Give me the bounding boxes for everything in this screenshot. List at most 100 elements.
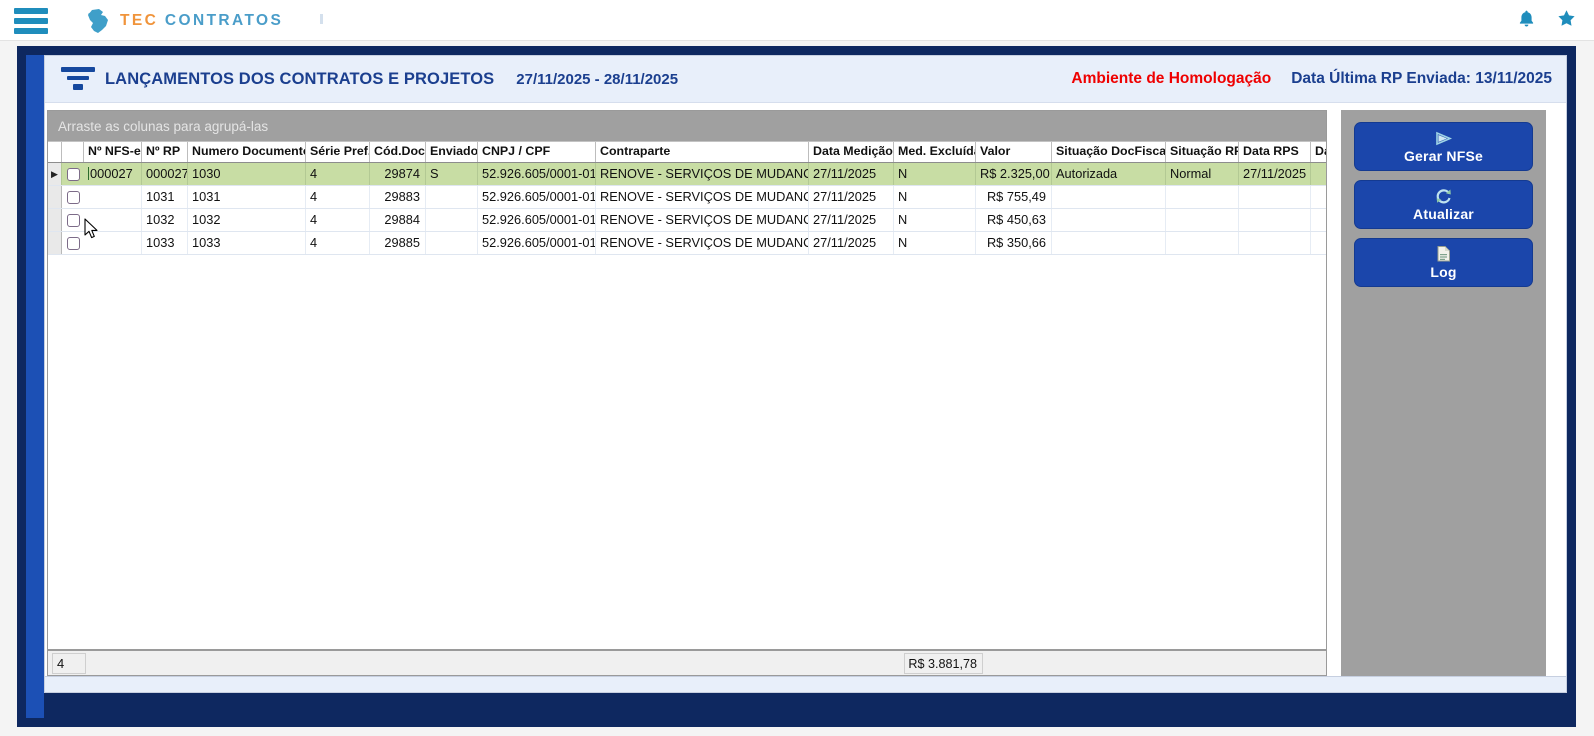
brand-logo[interactable]: TEC CONTRATOS — [86, 6, 283, 36]
row-checkbox[interactable] — [66, 190, 80, 204]
grid-column-header-valor[interactable]: Valor — [976, 142, 1052, 162]
cell-serie_pref[interactable]: 4 — [306, 232, 370, 254]
cell-nfse[interactable] — [84, 209, 142, 231]
row-checkbox-cell[interactable] — [62, 209, 84, 231]
grid-column-header-situacao_rp[interactable]: Situação RP — [1166, 142, 1239, 162]
cell-nfse[interactable] — [84, 186, 142, 208]
cell-contraparte[interactable]: RENOVE - SERVIÇOS DE MUDANCA — [596, 163, 809, 185]
cell-nrp[interactable]: 1033 — [142, 232, 188, 254]
cell-med_excluida[interactable]: N — [894, 232, 976, 254]
cell-valor[interactable]: R$ 755,49 — [976, 186, 1052, 208]
cell-enviado[interactable] — [426, 209, 478, 231]
cell-situacao_rp[interactable] — [1166, 232, 1239, 254]
cell-cnpj_cpf[interactable]: 52.926.605/0001-01 — [478, 186, 596, 208]
cell-data_rps[interactable] — [1239, 232, 1311, 254]
cell-data_medicao[interactable]: 27/11/2025 — [809, 163, 894, 185]
cell-numero_documento[interactable]: 1032 — [188, 209, 306, 231]
grid-column-header-indicator[interactable] — [48, 142, 62, 162]
grid-column-header-data_rps[interactable]: Data RPS — [1239, 142, 1311, 162]
cell-situacao_rp[interactable] — [1166, 186, 1239, 208]
log-button[interactable]: Log — [1354, 238, 1533, 287]
cell-med_excluida[interactable]: N — [894, 163, 976, 185]
cell-data_c[interactable] — [1311, 209, 1326, 231]
cell-situacao_docfiscal[interactable] — [1052, 232, 1166, 254]
grid-column-header-med_excluida[interactable]: Med. Excluída — [894, 142, 976, 162]
table-row[interactable]: 1033 1033 4 29885 52.926.605/0001-01 RENOVE -… — [48, 232, 1326, 255]
cell-valor[interactable]: R$ 450,63 — [976, 209, 1052, 231]
grid-column-header-nfse[interactable]: Nº NFS-e — [84, 142, 142, 162]
grid-column-header-contraparte[interactable]: Contraparte — [596, 142, 809, 162]
cell-data_c[interactable] — [1311, 163, 1326, 185]
row-indicator[interactable] — [48, 232, 62, 254]
cell-contraparte[interactable]: RENOVE - SERVIÇOS DE MUDANCA — [596, 232, 809, 254]
cell-situacao_rp[interactable] — [1166, 209, 1239, 231]
cell-nrp[interactable]: 000027 — [142, 163, 188, 185]
cell-serie_pref[interactable]: 4 — [306, 163, 370, 185]
cell-valor[interactable]: R$ 2.325,00 — [976, 163, 1052, 185]
row-checkbox[interactable] — [66, 167, 80, 181]
grid-column-header-data_c[interactable]: Data C — [1311, 142, 1326, 162]
cell-contraparte[interactable]: RENOVE - SERVIÇOS DE MUDANCA — [596, 209, 809, 231]
row-checkbox[interactable] — [66, 213, 80, 227]
hamburger-menu-icon[interactable] — [14, 8, 48, 34]
table-row[interactable]: ▶ 000027 000027 1030 4 29874 S 52.926.605/0001-… — [48, 163, 1326, 186]
cell-med_excluida[interactable]: N — [894, 186, 976, 208]
atualizar-button[interactable]: Atualizar — [1354, 180, 1533, 229]
cell-data_rps[interactable] — [1239, 186, 1311, 208]
cell-serie_pref[interactable]: 4 — [306, 186, 370, 208]
grid-column-header-numero_documento[interactable]: Numero Documento — [188, 142, 306, 162]
cell-valor[interactable]: R$ 350,66 — [976, 232, 1052, 254]
star-icon[interactable] — [1557, 9, 1576, 32]
grid-column-header-serie_pref[interactable]: Série Pref. — [306, 142, 370, 162]
grid-column-header-data_medicao[interactable]: Data Medição — [809, 142, 894, 162]
cell-contraparte[interactable]: RENOVE - SERVIÇOS DE MUDANCA — [596, 186, 809, 208]
cell-situacao_docfiscal[interactable] — [1052, 186, 1166, 208]
grid-column-header-check[interactable] — [62, 142, 84, 162]
cell-nrp[interactable]: 1032 — [142, 209, 188, 231]
cell-nfse[interactable] — [84, 232, 142, 254]
cell-data_rps[interactable] — [1239, 209, 1311, 231]
cell-data_medicao[interactable]: 27/11/2025 — [809, 232, 894, 254]
cell-enviado[interactable] — [426, 186, 478, 208]
row-checkbox-cell[interactable] — [62, 163, 84, 185]
group-by-panel[interactable]: Arraste as colunas para agrupá-las — [48, 111, 1326, 141]
row-checkbox-cell[interactable] — [62, 186, 84, 208]
cell-enviado[interactable] — [426, 232, 478, 254]
cell-data_rps[interactable]: 27/11/2025 — [1239, 163, 1311, 185]
row-indicator[interactable] — [48, 186, 62, 208]
gerar-nfse-button[interactable]: Gerar NFSe — [1354, 122, 1533, 171]
cell-situacao_docfiscal[interactable]: Autorizada — [1052, 163, 1166, 185]
cell-cod_doc[interactable]: 29884 — [370, 209, 426, 231]
cell-cod_doc[interactable]: 29874 — [370, 163, 426, 185]
table-row[interactable]: 1032 1032 4 29884 52.926.605/0001-01 RENOVE -… — [48, 209, 1326, 232]
cell-nrp[interactable]: 1031 — [142, 186, 188, 208]
row-indicator[interactable]: ▶ — [48, 163, 62, 185]
cell-cnpj_cpf[interactable]: 52.926.605/0001-01 — [478, 232, 596, 254]
cell-data_c[interactable] — [1311, 186, 1326, 208]
row-indicator[interactable] — [48, 209, 62, 231]
cell-numero_documento[interactable]: 1033 — [188, 232, 306, 254]
cell-cod_doc[interactable]: 29883 — [370, 186, 426, 208]
cell-serie_pref[interactable]: 4 — [306, 209, 370, 231]
grid-column-header-enviado[interactable]: Enviado — [426, 142, 478, 162]
cell-cnpj_cpf[interactable]: 52.926.605/0001-01 — [478, 209, 596, 231]
cell-numero_documento[interactable]: 1031 — [188, 186, 306, 208]
table-row[interactable]: 1031 1031 4 29883 52.926.605/0001-01 RENOVE -… — [48, 186, 1326, 209]
cell-cnpj_cpf[interactable]: 52.926.605/0001-01 — [478, 163, 596, 185]
grid-column-header-situacao_docfiscal[interactable]: Situação DocFiscall — [1052, 142, 1166, 162]
cell-enviado[interactable]: S — [426, 163, 478, 185]
cell-cod_doc[interactable]: 29885 — [370, 232, 426, 254]
bell-icon[interactable] — [1518, 9, 1535, 32]
row-checkbox-cell[interactable] — [62, 232, 84, 254]
cell-data_medicao[interactable]: 27/11/2025 — [809, 186, 894, 208]
grid-column-header-nrp[interactable]: Nº RP — [142, 142, 188, 162]
filter-funnel-icon[interactable] — [61, 64, 95, 94]
cell-data_medicao[interactable]: 27/11/2025 — [809, 209, 894, 231]
cell-situacao_rp[interactable]: Normal — [1166, 163, 1239, 185]
cell-nfse[interactable]: 000027 — [84, 163, 142, 185]
grid-column-header-cnpj_cpf[interactable]: CNPJ / CPF — [478, 142, 596, 162]
grid-column-header-cod_doc[interactable]: Cód.Doc. — [370, 142, 426, 162]
cell-data_c[interactable] — [1311, 232, 1326, 254]
cell-situacao_docfiscal[interactable] — [1052, 209, 1166, 231]
cell-med_excluida[interactable]: N — [894, 209, 976, 231]
